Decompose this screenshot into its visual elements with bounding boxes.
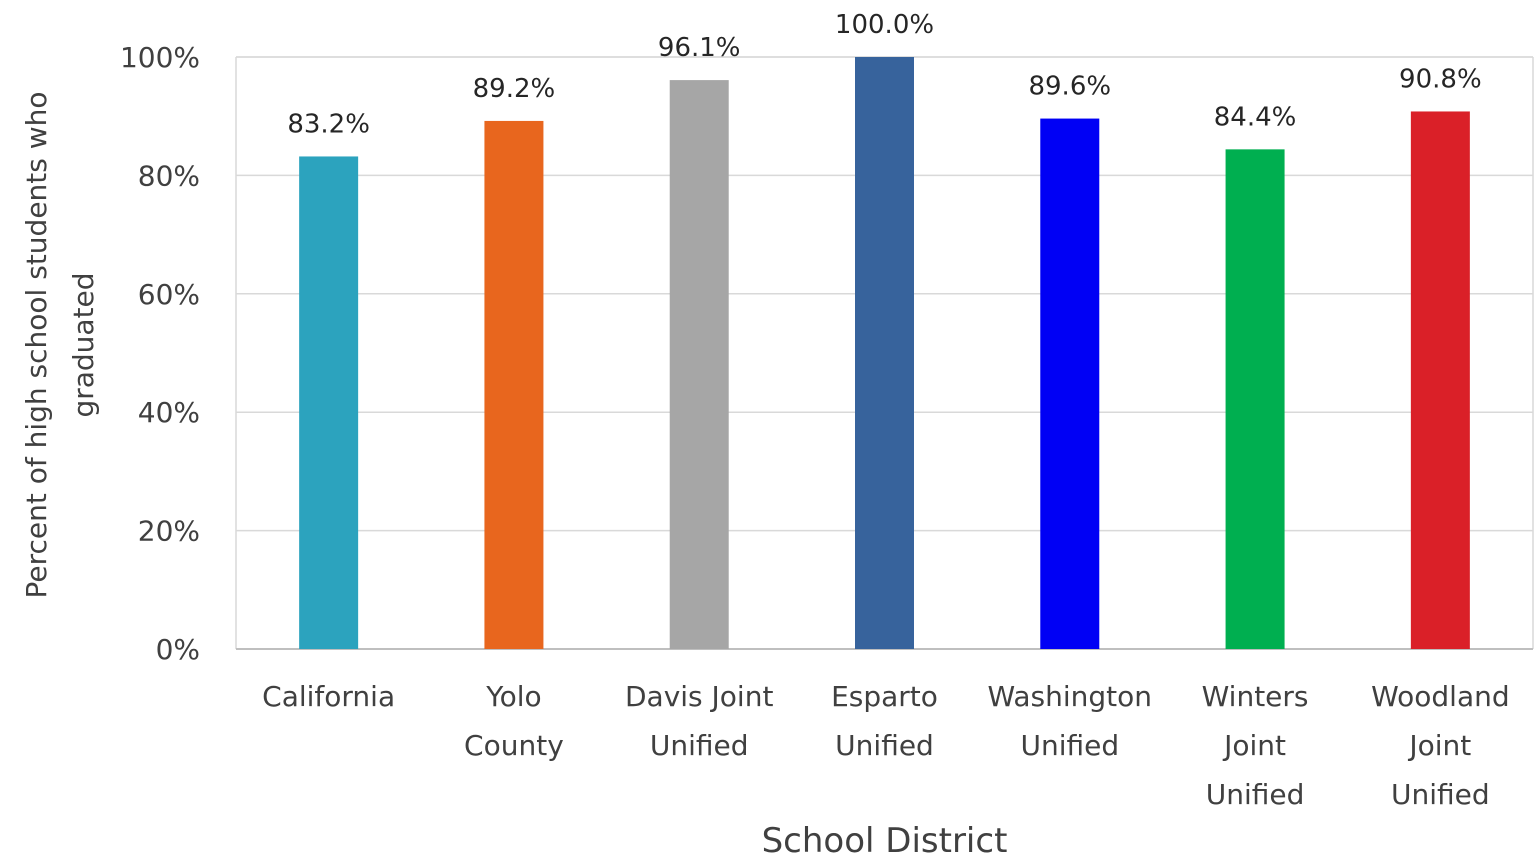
y-tick-label: 80% (138, 159, 200, 192)
data-label: 96.1% (658, 33, 741, 63)
y-tick-label: 100% (120, 41, 200, 74)
y-tick-label: 0% (156, 633, 200, 666)
data-label: 89.2% (473, 74, 556, 104)
y-tick-label: 20% (138, 515, 200, 548)
x-category-label: Woodland Joint Unified (1371, 680, 1510, 811)
x-category-label: Davis Joint Unified (625, 680, 773, 762)
data-labels: 83.2% 89.2% 96.1% 100.0% 89.6% 84.4% 90.8% (287, 10, 1481, 139)
x-category-label: Winters Joint Unified (1202, 680, 1309, 811)
y-tick-label: 60% (138, 278, 200, 311)
x-axis-title: School District (762, 821, 1008, 859)
data-label: 90.8% (1399, 64, 1482, 94)
x-axis-categories: California Yolo County Davis Joint Unified Es… (262, 680, 1509, 811)
data-label: 83.2% (287, 109, 370, 139)
bar (669, 80, 729, 649)
bar (1225, 149, 1285, 650)
x-category-label: Yolo County (464, 680, 564, 762)
y-tick-label: 40% (138, 396, 200, 429)
data-label: 84.4% (1214, 102, 1297, 132)
bar (855, 57, 914, 649)
bars (299, 57, 1470, 650)
bar (484, 120, 544, 650)
x-category-label: California (262, 680, 395, 713)
data-label: 89.6% (1028, 72, 1111, 102)
data-label: 100.0% (835, 10, 934, 40)
bar (1040, 118, 1100, 650)
x-category-label: Washington Unified (988, 680, 1153, 762)
bar (299, 156, 359, 649)
x-category-label: Esparto Unified (831, 680, 938, 762)
y-axis-ticks: 0% 20% 40% 60% 80% 100% (120, 41, 200, 666)
bar (1410, 111, 1470, 650)
y-axis-title: Percent of high school students who gradu… (20, 91, 100, 598)
